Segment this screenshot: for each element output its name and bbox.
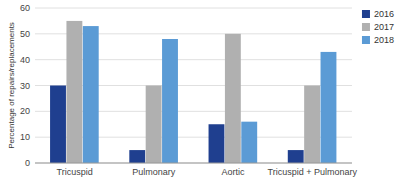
grid-line	[35, 8, 352, 9]
grid-line	[35, 59, 352, 60]
bar	[50, 86, 66, 164]
x-tick-label: Tricuspid	[57, 167, 93, 177]
bar	[83, 26, 99, 163]
bar	[288, 150, 304, 163]
legend-swatch	[362, 23, 370, 31]
x-axis-line	[35, 163, 352, 164]
y-tick-label: 10	[20, 132, 30, 142]
legend-label: 2016	[374, 9, 394, 19]
y-tick-label: 0	[25, 158, 30, 168]
bar	[321, 52, 337, 163]
legend-label: 2018	[374, 35, 394, 45]
y-tick-label: 50	[20, 29, 30, 39]
bar	[66, 21, 82, 163]
y-tick-label: 30	[20, 81, 30, 91]
bar	[225, 34, 241, 163]
grid-line	[35, 163, 352, 164]
y-tick-label: 20	[20, 106, 30, 116]
x-tick-label: Tricuspid + Pulmonary	[268, 167, 358, 177]
y-tick-label: 60	[20, 3, 30, 13]
x-tick-label: Aortic	[222, 167, 246, 177]
legend-label: 2017	[374, 22, 394, 32]
bar	[146, 86, 162, 164]
bar	[304, 86, 320, 164]
x-tick-label: Pulmonary	[132, 167, 176, 177]
bar	[162, 39, 178, 163]
bar	[209, 124, 225, 163]
y-tick-label: 40	[20, 55, 30, 65]
legend-swatch	[362, 36, 370, 44]
legend-swatch	[362, 10, 370, 18]
bar	[241, 122, 257, 163]
legend: 2016 2017 2018	[362, 9, 394, 45]
chart: 2016 2017 2018 0 10 20 30 40 50 60 Percentage of r…	[0, 0, 400, 183]
bar	[129, 150, 145, 163]
grid-line	[35, 33, 352, 34]
y-axis-label: Percentage of repairs/replacements	[7, 22, 16, 149]
grid	[35, 8, 352, 163]
